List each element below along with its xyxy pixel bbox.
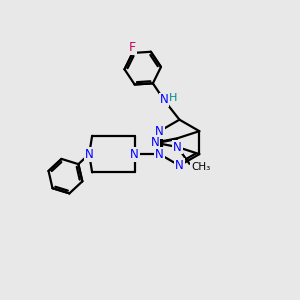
Text: F: F <box>129 41 136 54</box>
Text: CH₃: CH₃ <box>191 162 210 172</box>
Text: H: H <box>169 93 178 103</box>
Text: N: N <box>155 125 164 138</box>
Text: N: N <box>130 148 139 160</box>
Text: N: N <box>155 148 164 160</box>
Text: N: N <box>173 140 182 154</box>
Text: N: N <box>151 136 159 149</box>
Text: N: N <box>85 148 94 160</box>
Text: N: N <box>175 159 184 172</box>
Text: N: N <box>160 94 168 106</box>
